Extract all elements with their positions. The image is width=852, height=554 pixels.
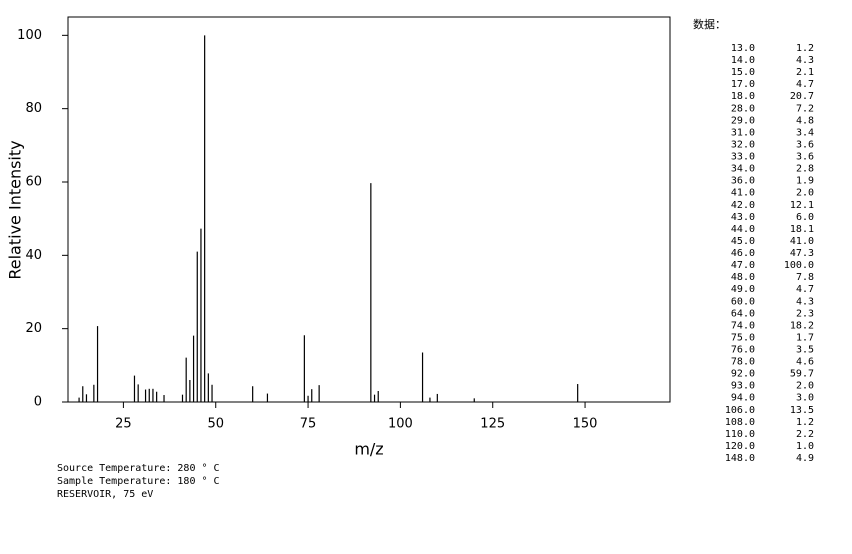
table-cell: 94.0 bbox=[731, 393, 755, 404]
plot-frame bbox=[67, 16, 671, 403]
y-tick-label: 60 bbox=[25, 175, 42, 190]
table-cell: 76.0 bbox=[731, 345, 755, 356]
y-tick-label: 100 bbox=[17, 28, 42, 43]
table-cell: 2.3 bbox=[796, 308, 814, 319]
x-tick-label: 50 bbox=[207, 417, 224, 432]
table-cell: 74.0 bbox=[731, 320, 755, 331]
table-cell: 41.0 bbox=[790, 236, 814, 247]
table-cell: 18.0 bbox=[731, 91, 755, 102]
table-cell: 42.0 bbox=[731, 200, 755, 211]
table-cell: 1.2 bbox=[796, 43, 814, 54]
table-cell: 59.7 bbox=[790, 369, 814, 380]
y-tick-label: 80 bbox=[25, 101, 42, 116]
table-cell: 18.2 bbox=[790, 320, 814, 331]
table-cell: 3.6 bbox=[796, 152, 814, 163]
table-cell: 1.9 bbox=[796, 176, 814, 187]
table-cell: 49.0 bbox=[731, 284, 755, 295]
table-cell: 48.0 bbox=[731, 272, 755, 283]
y-tick-label: 40 bbox=[25, 248, 42, 263]
table-cell: 7.2 bbox=[796, 103, 814, 114]
table-cell: 28.0 bbox=[731, 103, 755, 114]
table-cell: 32.0 bbox=[731, 139, 755, 150]
note: Source Temperature: 280 ° C bbox=[57, 463, 220, 474]
table-cell: 148.0 bbox=[725, 453, 755, 464]
table-cell: 110.0 bbox=[725, 429, 755, 440]
table-cell: 106.0 bbox=[725, 405, 755, 416]
x-axis-label: m/z bbox=[354, 440, 383, 459]
table-cell: 20.7 bbox=[790, 91, 814, 102]
table-cell: 3.5 bbox=[796, 345, 814, 356]
table-cell: 4.9 bbox=[796, 453, 814, 464]
y-axis-label: Relative Intensity bbox=[6, 140, 25, 279]
table-cell: 92.0 bbox=[731, 369, 755, 380]
table-cell: 31.0 bbox=[731, 127, 755, 138]
table-cell: 6.0 bbox=[796, 212, 814, 223]
table-cell: 34.0 bbox=[731, 164, 755, 175]
table-cell: 4.6 bbox=[796, 357, 814, 368]
table-cell: 4.7 bbox=[796, 284, 814, 295]
table-cell: 33.0 bbox=[731, 152, 755, 163]
table-cell: 46.0 bbox=[731, 248, 755, 259]
x-tick-label: 150 bbox=[573, 417, 598, 432]
table-cell: 13.0 bbox=[731, 43, 755, 54]
table-cell: 36.0 bbox=[731, 176, 755, 187]
y-tick-label: 20 bbox=[25, 321, 42, 336]
x-tick-label: 25 bbox=[115, 417, 132, 432]
table-cell: 43.0 bbox=[731, 212, 755, 223]
table-cell: 29.0 bbox=[731, 115, 755, 126]
table-cell: 64.0 bbox=[731, 308, 755, 319]
table-cell: 2.0 bbox=[796, 381, 814, 392]
table-cell: 3.6 bbox=[796, 139, 814, 150]
table-cell: 45.0 bbox=[731, 236, 755, 247]
table-cell: 7.8 bbox=[796, 272, 814, 283]
table-cell: 78.0 bbox=[731, 357, 755, 368]
y-tick-label: 0 bbox=[34, 395, 42, 410]
table-cell: 3.4 bbox=[796, 127, 814, 138]
table-cell: 12.1 bbox=[790, 200, 814, 211]
x-tick-label: 100 bbox=[388, 417, 413, 432]
table-cell: 4.7 bbox=[796, 79, 814, 90]
table-cell: 18.1 bbox=[790, 224, 814, 235]
table-cell: 2.1 bbox=[796, 67, 814, 78]
note: Sample Temperature: 180 ° C bbox=[57, 476, 220, 487]
table-cell: 13.5 bbox=[790, 405, 814, 416]
table-cell: 44.0 bbox=[731, 224, 755, 235]
table-cell: 17.0 bbox=[731, 79, 755, 90]
table-cell: 93.0 bbox=[731, 381, 755, 392]
table-cell: 3.0 bbox=[796, 393, 814, 404]
table-cell: 2.2 bbox=[796, 429, 814, 440]
table-cell: 75.0 bbox=[731, 332, 755, 343]
table-cell: 47.0 bbox=[731, 260, 755, 271]
table-cell: 15.0 bbox=[731, 67, 755, 78]
table-cell: 1.7 bbox=[796, 332, 814, 343]
table-cell: 1.0 bbox=[796, 441, 814, 452]
table-cell: 2.0 bbox=[796, 188, 814, 199]
x-tick-label: 125 bbox=[480, 417, 505, 432]
table-cell: 60.0 bbox=[731, 296, 755, 307]
table-cell: 120.0 bbox=[725, 441, 755, 452]
table-cell: 47.3 bbox=[790, 248, 814, 259]
table-cell: 1.2 bbox=[796, 417, 814, 428]
table-cell: 4.3 bbox=[796, 296, 814, 307]
note: RESERVOIR, 75 eV bbox=[57, 489, 153, 500]
table-cell: 100.0 bbox=[784, 260, 814, 271]
x-tick-label: 75 bbox=[300, 417, 317, 432]
table-cell: 2.8 bbox=[796, 164, 814, 175]
table-cell: 108.0 bbox=[725, 417, 755, 428]
table-title: 数据： bbox=[693, 17, 726, 31]
table-cell: 4.3 bbox=[796, 55, 814, 66]
table-cell: 14.0 bbox=[731, 55, 755, 66]
table-cell: 41.0 bbox=[731, 188, 755, 199]
table-cell: 4.8 bbox=[796, 115, 814, 126]
